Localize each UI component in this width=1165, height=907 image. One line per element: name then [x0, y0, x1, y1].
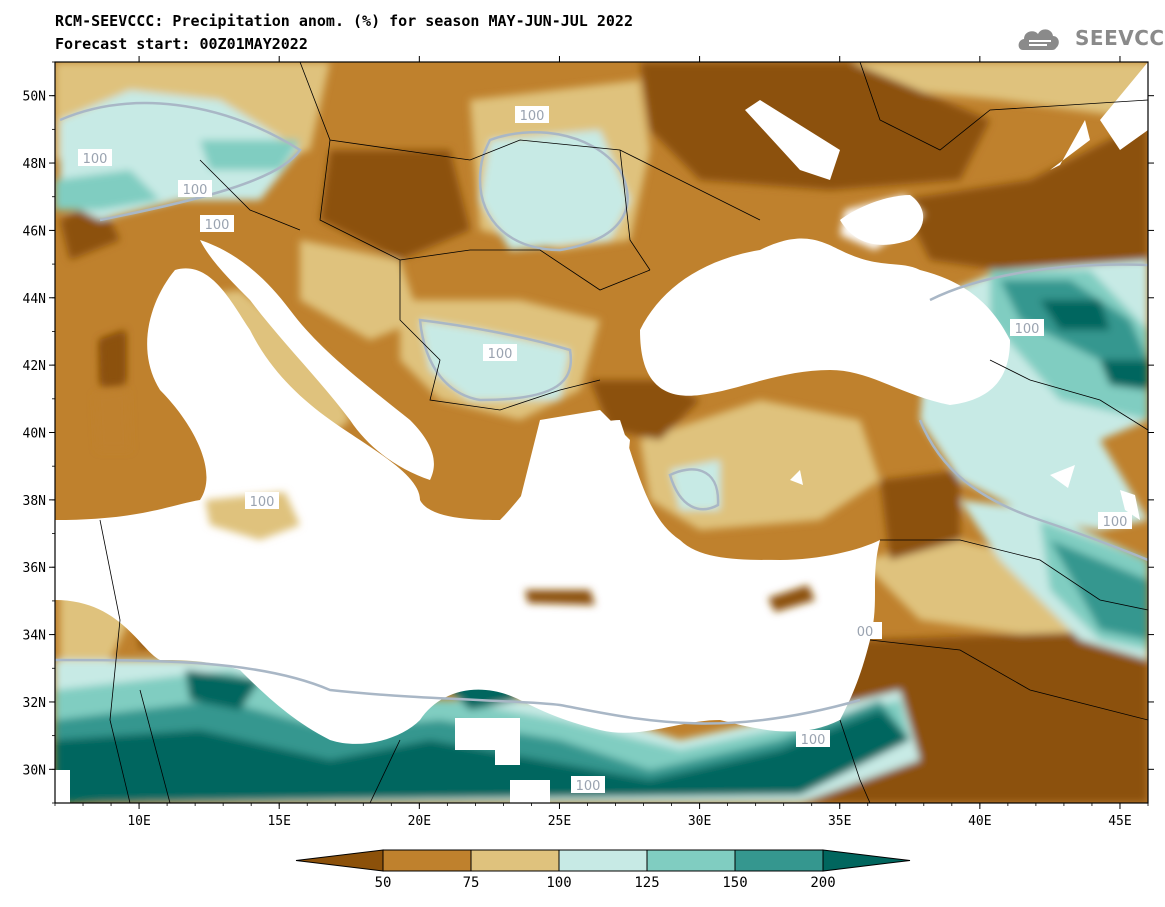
sea-areas [55, 62, 1148, 803]
lon-tick-label: 25E [548, 814, 571, 829]
anomaly-field [55, 62, 1148, 803]
contour-label-bg [1010, 319, 1044, 336]
lon-tick-label: 20E [408, 814, 431, 829]
colorbar: 50 75 100 125 150 200 [295, 849, 911, 891]
colorbar-segment [295, 849, 384, 872]
contour-label-bg [78, 149, 112, 166]
contour-label-bg [178, 180, 212, 197]
lon-tick-label: 45E [1108, 814, 1131, 829]
colorbar-segment [470, 849, 560, 872]
contour-label: 100 [1015, 322, 1040, 337]
contour-label: 100 [488, 347, 513, 362]
contour-label: 00 [857, 625, 874, 640]
contour-label: 100 [520, 109, 545, 124]
colorbar-label: 200 [810, 875, 835, 891]
longitude-axis: 10E 15E 20E 25E 30E 35E 40E 45E [54, 56, 1149, 829]
lat-tick-label: 50N [23, 90, 46, 105]
colorbar-segment [734, 849, 824, 872]
lon-tick-label: 15E [267, 814, 290, 829]
colorbar-segment [646, 849, 736, 872]
contour-label-bg [515, 106, 549, 123]
map-plot-area [55, 62, 1148, 803]
colorbar-label: 100 [546, 875, 571, 891]
contour-label: 100 [205, 218, 230, 233]
contour-100-lines [55, 101, 1148, 725]
colorbar-label: 50 [375, 875, 392, 891]
colorbar-label: 150 [722, 875, 747, 891]
lat-tick-label: 36N [23, 561, 46, 576]
colorbar-label: 75 [463, 875, 480, 891]
lat-tick-label: 34N [23, 629, 46, 644]
lat-tick-label: 30N [23, 763, 46, 778]
lat-tick-label: 44N [23, 292, 46, 307]
country-borders [99, 62, 1148, 803]
map-title: RCM-SEEVCCC: Precipitation anom. (%) for… [55, 12, 633, 30]
colorbar-label: 125 [634, 875, 659, 891]
lat-tick-label: 38N [23, 494, 46, 509]
contour-label-bg [796, 730, 830, 747]
seevccc-logo-text: SEEVCCC [1075, 26, 1165, 50]
contour-label: 100 [576, 779, 601, 794]
contour-label: 100 [801, 733, 826, 748]
islands [95, 195, 925, 612]
lon-tick-label: 10E [127, 814, 150, 829]
contour-label-bg [200, 215, 234, 232]
contour-label-bg [245, 492, 279, 509]
lon-tick-label: 40E [968, 814, 991, 829]
contour-label: 100 [83, 152, 108, 167]
lon-tick-label: 30E [688, 814, 711, 829]
cloud-icon [1018, 29, 1059, 50]
lat-tick-label: 42N [23, 359, 46, 374]
contour-label-bg [571, 776, 605, 793]
latitude-axis: 50N 48N 46N 44N 42N 40N 38N 36N 34N 32N 30N [23, 61, 1154, 804]
forecast-start-subtitle: Forecast start: 00Z01MAY2022 [55, 35, 308, 53]
colorbar-segment [382, 849, 472, 872]
lat-tick-label: 32N [23, 696, 46, 711]
contour-labels: 100 100 100 100 100 100 100 100 100 100 00 [78, 106, 1132, 794]
contour-label: 100 [1103, 515, 1128, 530]
contour-label-bg [848, 622, 882, 639]
lat-tick-label: 40N [23, 427, 46, 442]
contour-label: 100 [250, 495, 275, 510]
contour-label-bg [483, 344, 517, 361]
colorbar-segment [822, 849, 911, 872]
lat-tick-label: 46N [23, 224, 46, 239]
contour-label-bg [1098, 512, 1132, 529]
lon-tick-label: 35E [828, 814, 851, 829]
colorbar-segment [558, 849, 648, 872]
lat-tick-label: 48N [23, 157, 46, 172]
contour-label: 100 [183, 183, 208, 198]
